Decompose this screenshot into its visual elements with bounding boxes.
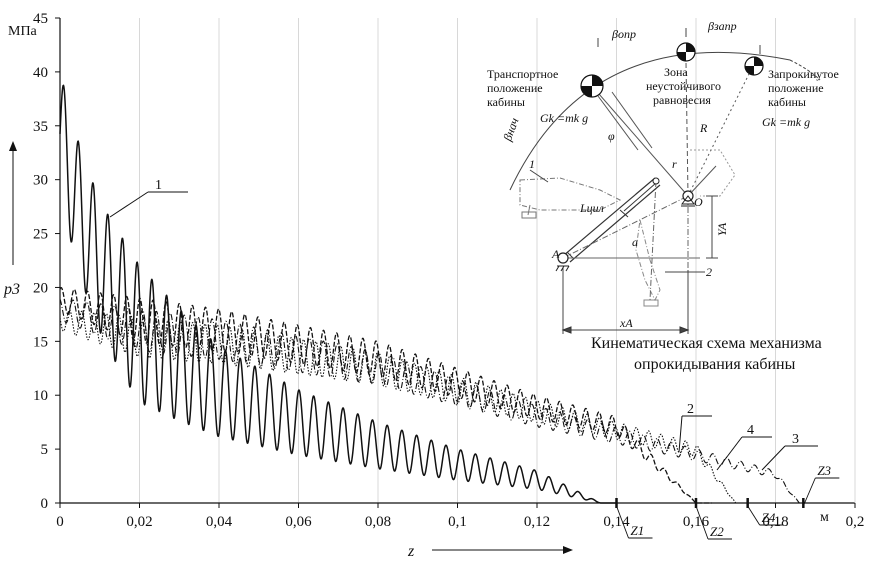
- x-tick-label-8: 0,16: [683, 514, 710, 530]
- x-unit-label: м: [820, 510, 829, 525]
- y-unit-label: МПа: [8, 24, 38, 39]
- y-tick-label-1: 5: [41, 442, 49, 458]
- x-axis-arrow: [432, 546, 573, 554]
- a-point-label: A: [551, 247, 560, 261]
- stroke-marker-label-z1: Z1: [631, 523, 645, 538]
- annotation-3-label: 3: [792, 432, 799, 447]
- stroke-marker-leader-z2: [695, 505, 709, 540]
- transport-label-1: Транспортное: [487, 67, 558, 81]
- gk-left-label: Gk =mk g: [540, 111, 588, 125]
- y-tick-label-2: 10: [33, 388, 48, 404]
- y-tick-label-8: 40: [33, 65, 48, 81]
- l-cyl-label: Lцил: [579, 201, 604, 215]
- kinematic-scheme-inset: [509, 28, 821, 334]
- tipped-label-3: кабины: [768, 95, 806, 109]
- x-tick-label-1: 0,02: [126, 514, 152, 530]
- tipped-label-1: Запрокинутое: [768, 67, 839, 81]
- series-3-line: [59, 299, 816, 504]
- y-tick-label-4: 20: [33, 280, 48, 296]
- inset-caption-line1: Кинематическая схема механизма: [591, 335, 822, 352]
- tipped-label-2: положение: [768, 81, 824, 95]
- y-tick-label-5: 25: [33, 227, 48, 243]
- ya-label: YA: [715, 222, 729, 236]
- stroke-marker-label-z4: Z4: [762, 510, 776, 525]
- phi-label: φ: [608, 129, 615, 143]
- stroke-marker-leader-z4: [747, 505, 761, 526]
- y-axis-label: p3: [3, 281, 20, 298]
- zone-label-2: неустойчивого: [646, 79, 721, 93]
- y-tick-label-6: 30: [33, 173, 48, 189]
- x-tick-label-4: 0,08: [365, 514, 391, 530]
- mass-center-icon-tipped: [744, 56, 764, 76]
- xa-label: xA: [619, 316, 633, 330]
- x-tick-label-5: 0,1: [448, 514, 467, 530]
- mass-center-icon-transport: [580, 74, 604, 98]
- annotation-1-label: 1: [155, 178, 162, 193]
- inset-caption-line2: опрокидывания кабины: [634, 356, 796, 373]
- x-axis-label: z: [407, 543, 415, 560]
- a-label: a: [632, 235, 638, 249]
- annotation-2: 2: [678, 402, 712, 453]
- r-big-label: R: [699, 121, 708, 135]
- x-tick-label-9: 0,18: [762, 514, 788, 530]
- o-label: O: [694, 195, 703, 209]
- y-tick-label-9: 45: [33, 11, 48, 27]
- annotation-1: 1: [109, 178, 188, 218]
- position-2-label: 2: [706, 265, 712, 279]
- r-small-label: r: [672, 157, 677, 171]
- annotation-4-label: 4: [747, 423, 754, 438]
- gk-right-label: Gk =mk g: [762, 115, 810, 129]
- annotation-4: 4: [716, 423, 772, 471]
- stroke-marker-label-z3: Z3: [817, 463, 831, 478]
- x-tick-label-7: 0,14: [603, 514, 630, 530]
- y-tick-label-0: 0: [41, 496, 49, 512]
- stroke-marker-label-z2: Z2: [710, 524, 724, 539]
- x-tick-label-6: 0,12: [524, 514, 550, 530]
- y-axis-arrow: [9, 141, 17, 265]
- zone-label-1: Зона: [664, 65, 688, 79]
- mass-center-icon-zone: [676, 42, 696, 62]
- position-1-label: 1: [529, 157, 535, 171]
- annotation-3: 3: [761, 432, 818, 471]
- axes: [55, 17, 856, 508]
- y-tick-label-7: 35: [33, 119, 48, 135]
- beta-nach-label: βнач: [500, 116, 522, 144]
- series-group: [59, 84, 816, 504]
- beta-zapr-label: βзапр: [707, 19, 737, 33]
- y-tick-label-3: 15: [33, 334, 48, 350]
- tick-labels: 0 0,02 0,04 0,06 0,08 0,1 0,12 0,14 0,16 0,18 0,2 0…: [33, 11, 864, 530]
- annotation-2-label: 2: [687, 402, 694, 417]
- x-tick-label-0: 0: [56, 514, 64, 530]
- stroke-marker-leader-z3: [802, 477, 816, 507]
- beta-opr-label: βопр: [611, 27, 636, 41]
- x-tick-label-10: 0,2: [846, 514, 865, 530]
- x-tick-label-2: 0,04: [206, 514, 233, 530]
- x-tick-label-3: 0,06: [285, 514, 312, 530]
- inset-labels: Транспортное положение кабины Зона неуст…: [487, 19, 839, 330]
- series-4-line: [59, 309, 752, 504]
- zone-label-3: равновесия: [653, 93, 711, 107]
- series-1-line: [59, 84, 617, 504]
- transport-label-3: кабины: [487, 95, 525, 109]
- stroke-marker-leader-z1: [616, 505, 629, 539]
- transport-label-2: положение: [487, 81, 543, 95]
- stroke-markers: Z1 Z2 Z4 Z3: [615, 463, 840, 540]
